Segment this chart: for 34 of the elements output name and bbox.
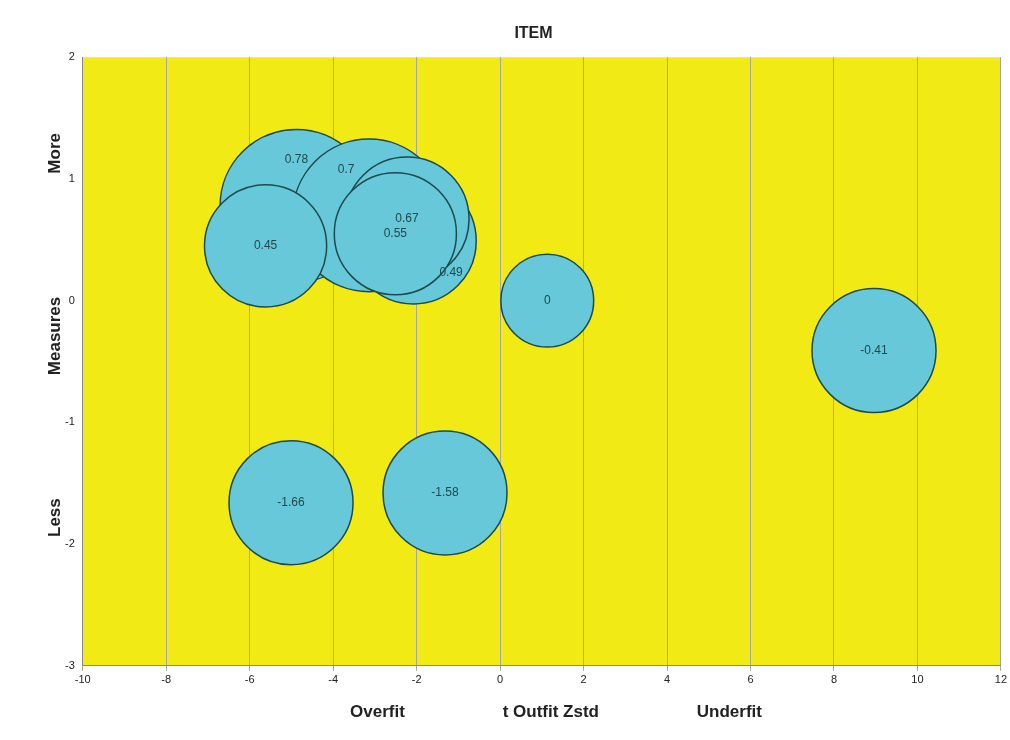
x-tick-label: 10 <box>911 673 924 686</box>
x-tick-label: -4 <box>328 673 339 686</box>
y-tick-label: 1 <box>68 171 75 184</box>
x-tick-label: -2 <box>411 673 422 686</box>
data-label: -1.66 <box>277 495 306 510</box>
y-axis-title: Measures <box>45 296 65 376</box>
data-label: -0.41 <box>860 342 889 357</box>
x-tick-label: 4 <box>663 673 671 686</box>
data-label: 0.67 <box>395 211 420 226</box>
x-axis-title: t Outfit Zstd <box>502 702 599 722</box>
y-tick-label: 2 <box>68 50 75 63</box>
text: More <box>45 133 65 174</box>
x-tick-label: 6 <box>747 673 754 686</box>
y-tick-label: -3 <box>65 658 75 671</box>
y-tick-label: -1 <box>65 415 75 428</box>
data-label: 0 <box>543 292 551 307</box>
text: Overfit <box>350 702 405 722</box>
x-tick-label: 2 <box>580 673 587 686</box>
x-tick-label: -8 <box>161 673 172 686</box>
data-label: 0.45 <box>253 238 278 253</box>
y-tick-label: -2 <box>65 537 75 550</box>
y-tick-label: 0 <box>68 293 75 306</box>
x-tick-label: -6 <box>244 673 255 686</box>
data-label: 0.78 <box>284 152 309 167</box>
data-label: 0.55 <box>383 226 408 241</box>
chart-title: ITEM <box>514 24 553 42</box>
text: Underfit <box>696 702 762 722</box>
text: Less <box>45 498 65 537</box>
x-tick-label: 0 <box>497 673 504 686</box>
data-label: 0.7 <box>337 161 355 176</box>
x-tick-label: 8 <box>830 673 838 686</box>
data-label: -1.58 <box>431 485 460 500</box>
x-tick-label: -10 <box>74 673 91 686</box>
x-tick-label: 12 <box>994 673 1008 686</box>
